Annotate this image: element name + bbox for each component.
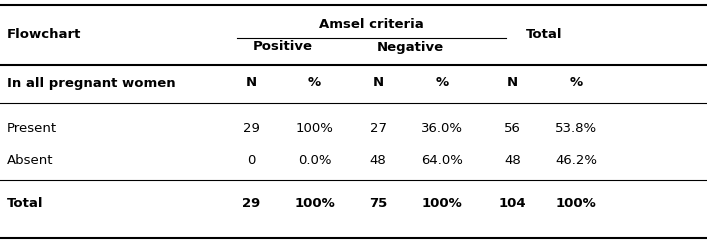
Text: Present: Present	[7, 122, 57, 134]
Text: 100%: 100%	[296, 122, 334, 134]
Text: 29: 29	[242, 197, 260, 209]
Text: 75: 75	[369, 197, 387, 209]
Text: Total: Total	[526, 28, 563, 42]
Text: 48: 48	[504, 154, 521, 166]
Text: %: %	[436, 77, 448, 89]
Text: %: %	[308, 77, 321, 89]
Text: 36.0%: 36.0%	[421, 122, 463, 134]
Text: Amsel criteria: Amsel criteria	[319, 18, 423, 32]
Text: 104: 104	[498, 197, 527, 209]
Text: 100%: 100%	[556, 197, 597, 209]
Text: 0: 0	[247, 154, 255, 166]
Text: 100%: 100%	[421, 197, 462, 209]
Text: 0.0%: 0.0%	[298, 154, 332, 166]
Text: N: N	[245, 77, 257, 89]
Text: Total: Total	[7, 197, 44, 209]
Text: 29: 29	[243, 122, 259, 134]
Text: 100%: 100%	[294, 197, 335, 209]
Text: N: N	[373, 77, 384, 89]
Text: N: N	[507, 77, 518, 89]
Text: 48: 48	[370, 154, 387, 166]
Text: 64.0%: 64.0%	[421, 154, 463, 166]
Text: Negative: Negative	[377, 41, 443, 53]
Text: 53.8%: 53.8%	[555, 122, 597, 134]
Text: 27: 27	[370, 122, 387, 134]
Text: 46.2%: 46.2%	[555, 154, 597, 166]
Text: 56: 56	[504, 122, 521, 134]
Text: Positive: Positive	[253, 41, 312, 53]
Text: %: %	[570, 77, 583, 89]
Text: In all pregnant women: In all pregnant women	[7, 77, 176, 89]
Text: Flowchart: Flowchart	[7, 28, 81, 42]
Text: Absent: Absent	[7, 154, 54, 166]
